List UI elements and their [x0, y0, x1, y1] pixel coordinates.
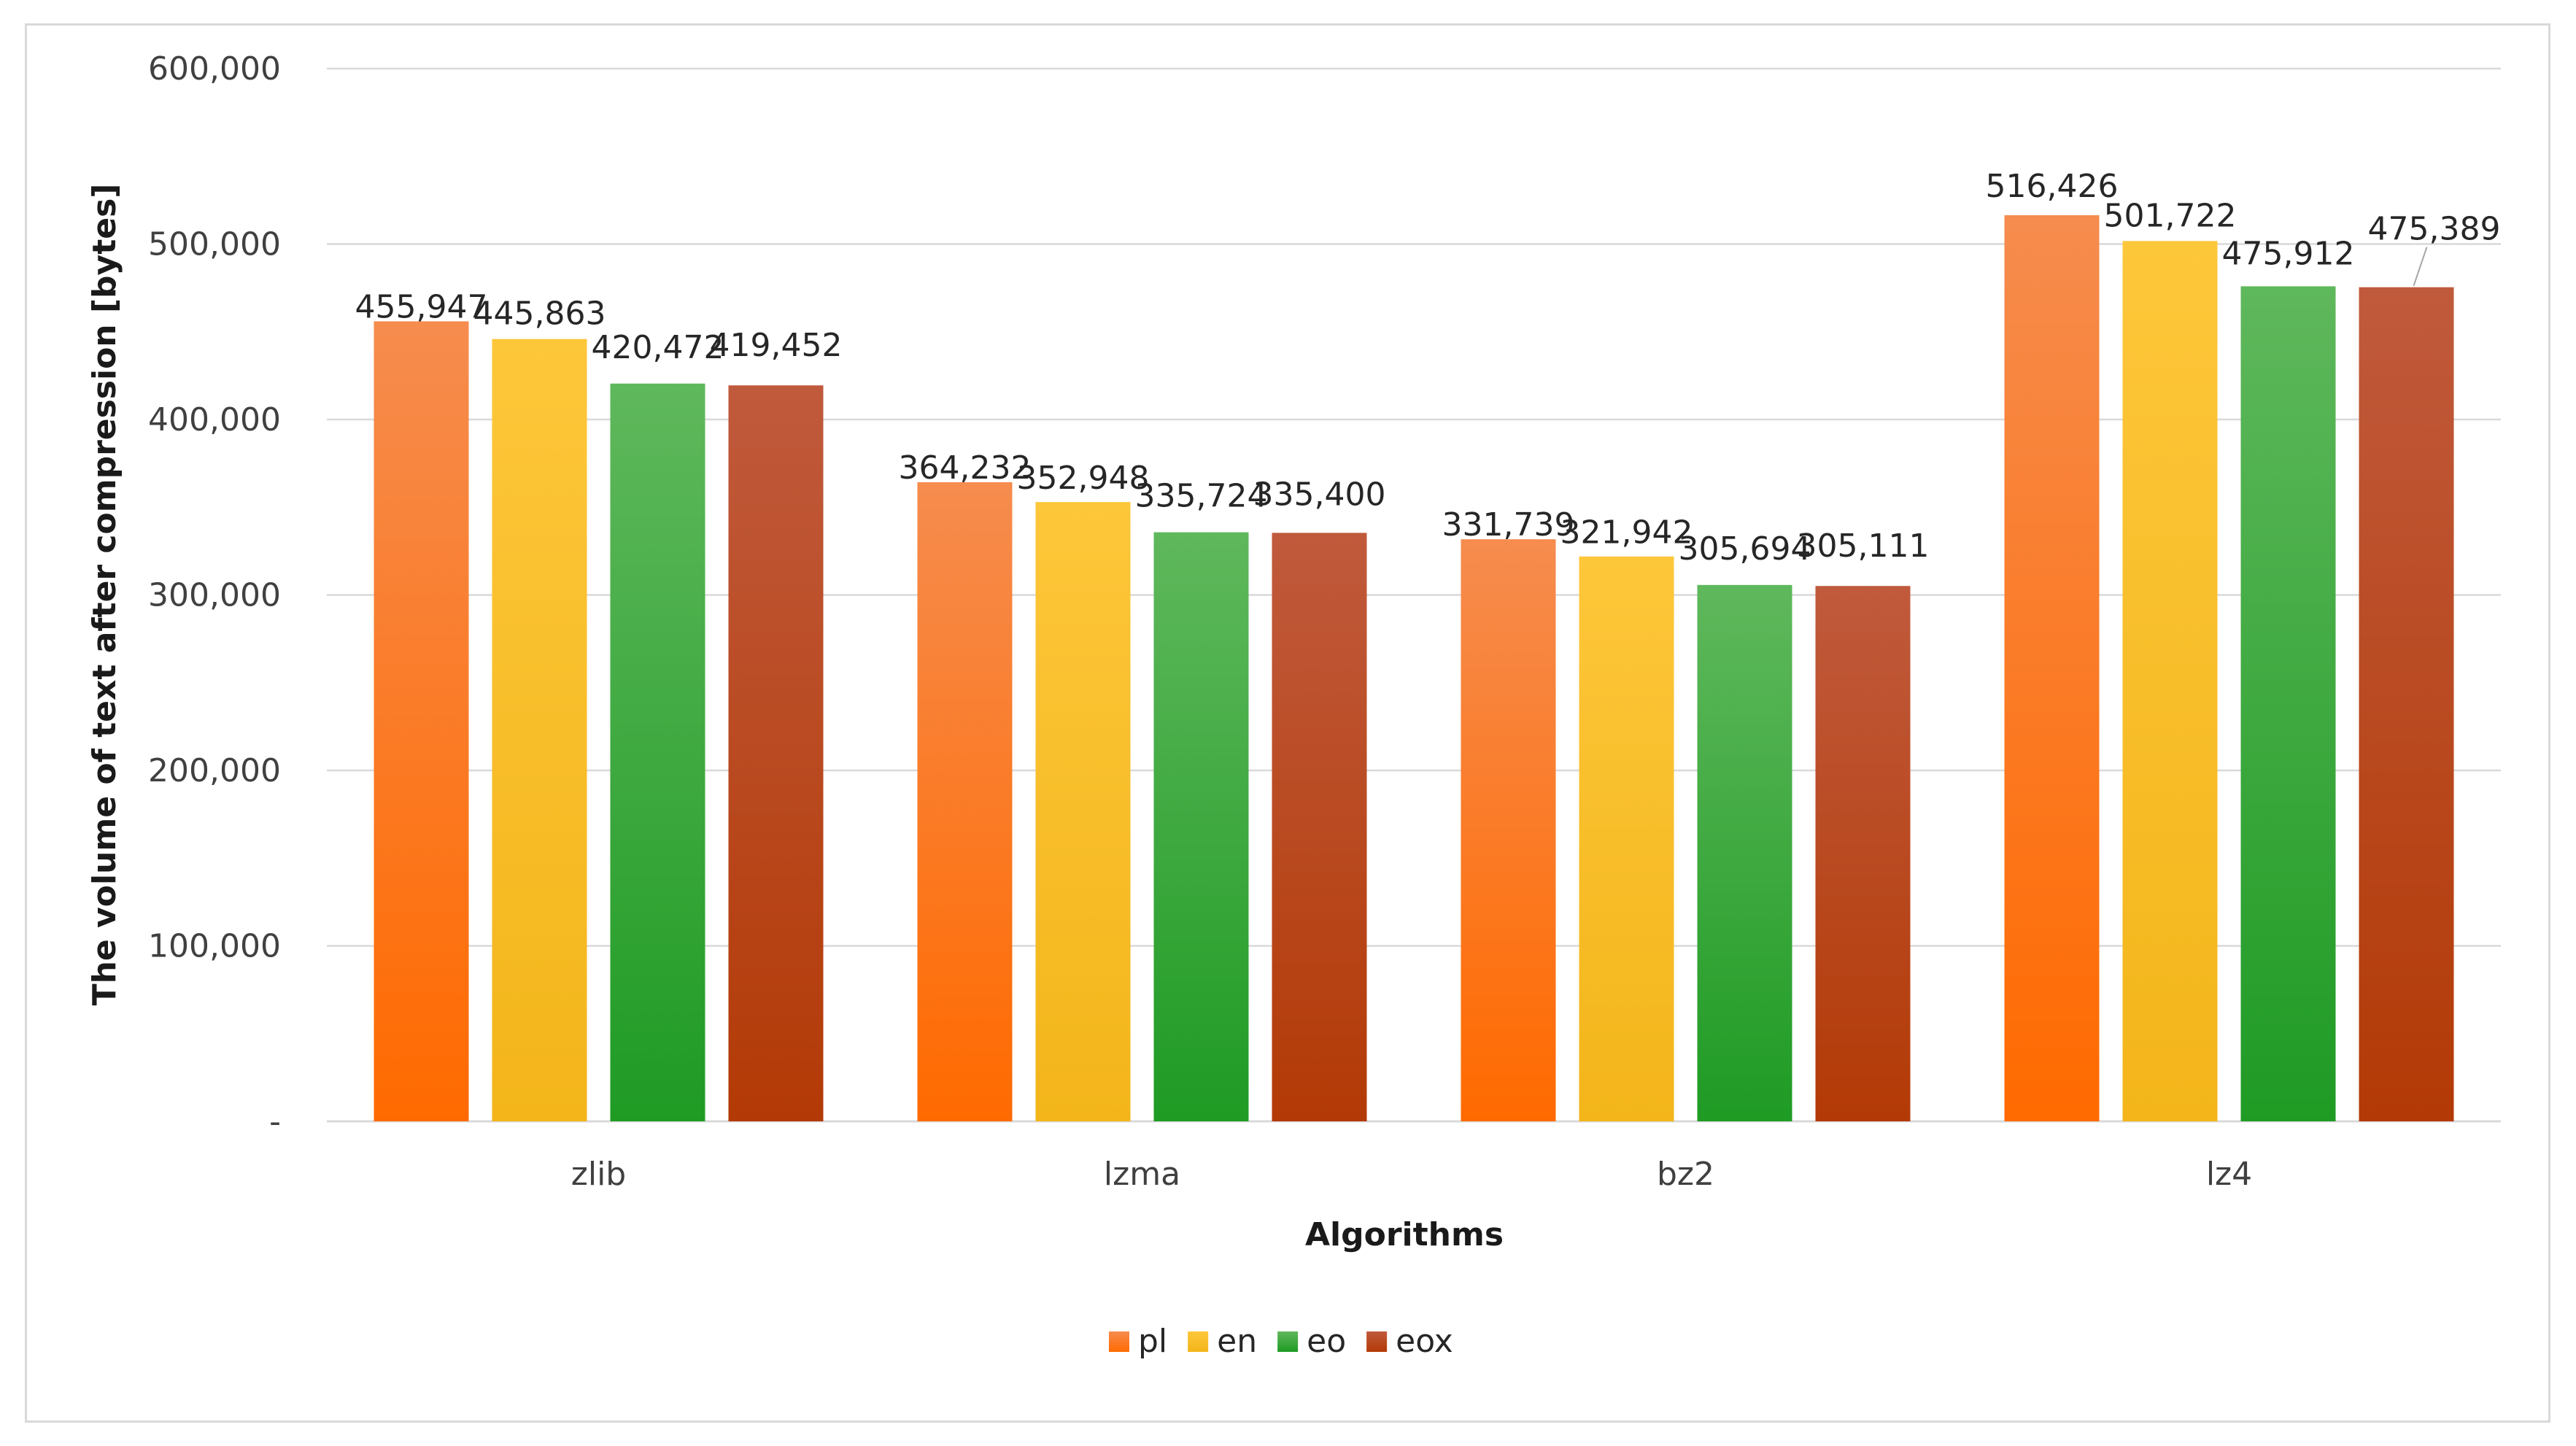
bar-lzma-en: [1035, 502, 1131, 1121]
bar-lz4-pl: [2004, 214, 2100, 1121]
data-label-lz4-en: 501,722: [2104, 197, 2237, 234]
data-label-zlib-eox: 419,452: [710, 327, 843, 364]
y-tick-label: 600,000: [148, 50, 281, 88]
bar-bz2-pl: [1461, 539, 1556, 1121]
y-tick-label: 200,000: [148, 752, 281, 789]
legend-swatch: [1366, 1331, 1388, 1352]
data-label-bz2-eox: 305,111: [1797, 527, 1930, 565]
y-axis-ticks: - 100,000 200,000 300,000 400,000 500,000 600,…: [148, 50, 281, 1140]
legend-swatch: [1188, 1331, 1209, 1352]
y-tick-label: 500,000: [148, 226, 281, 263]
data-label-lz4-eo: 475,912: [2222, 235, 2355, 272]
legend-label: pl: [1138, 1323, 1167, 1360]
y-tick-label: -: [269, 1103, 281, 1140]
bar-zlib-eo: [610, 383, 705, 1121]
data-label-lzma-pl: 364,232: [899, 449, 1032, 487]
bar-zlib-eox: [728, 385, 824, 1121]
bar-lzma-eo: [1153, 532, 1249, 1121]
y-axis-title: The volume of text after compression [by…: [86, 184, 123, 1006]
data-label-lzma-eo: 335,724: [1135, 478, 1268, 515]
legend-item-eo: eo: [1277, 1323, 1346, 1360]
data-label-zlib-en: 445,863: [473, 295, 606, 333]
legend-swatch: [1109, 1331, 1129, 1352]
bar-lz4-en: [2122, 241, 2218, 1121]
y-tick-label: 100,000: [148, 928, 281, 965]
label-leader-line: [2413, 247, 2428, 287]
data-label-zlib-pl: 455,947: [355, 288, 488, 325]
bar-zlib-pl: [374, 321, 469, 1121]
data-label-bz2-en: 321,942: [1560, 514, 1693, 552]
bar-bz2-en: [1579, 556, 1674, 1121]
bar-lzma-pl: [917, 482, 1013, 1121]
x-category-label: bz2: [1657, 1156, 1714, 1193]
bar-lz4-eo: [2240, 286, 2336, 1121]
bar-bz2-eox: [1815, 586, 1911, 1121]
data-label-lz4-eox: 475,389: [2368, 211, 2501, 248]
x-axis-title: Algorithms: [1305, 1216, 1504, 1253]
x-axis-categories: zlib lzma bz2 lz4: [571, 1156, 2252, 1193]
bar-lzma-eox: [1272, 533, 1367, 1121]
data-label-lz4-pl: 516,426: [1986, 168, 2119, 205]
y-tick-label: 400,000: [148, 401, 281, 438]
data-label-lzma-eox: 335,400: [1253, 476, 1386, 513]
bar-lz4-eox: [2359, 287, 2454, 1121]
legend-item-en: en: [1188, 1323, 1257, 1360]
legend-swatch: [1277, 1331, 1299, 1352]
legend-item-eox: eox: [1366, 1323, 1453, 1360]
data-label-lzma-en: 352,948: [1017, 460, 1150, 497]
x-category-label: zlib: [571, 1156, 626, 1193]
legend-label: en: [1217, 1323, 1257, 1360]
x-category-label: lz4: [2206, 1156, 2252, 1193]
legend-label: eo: [1307, 1323, 1346, 1360]
legend-item-pl: pl: [1109, 1323, 1167, 1360]
bars: [374, 214, 2454, 1122]
bar-zlib-en: [492, 339, 587, 1122]
data-label-bz2-eo: 305,694: [1679, 530, 1811, 568]
y-tick-label: 300,000: [148, 577, 281, 614]
data-label-bz2-pl: 331,739: [1442, 506, 1575, 544]
data-label-zlib-eo: 420,472: [592, 329, 724, 366]
legend: pl en eo eox: [1109, 1323, 1453, 1360]
legend-label: eox: [1396, 1323, 1453, 1360]
bar-bz2-eo: [1697, 584, 1792, 1121]
x-category-label: lzma: [1104, 1156, 1180, 1193]
